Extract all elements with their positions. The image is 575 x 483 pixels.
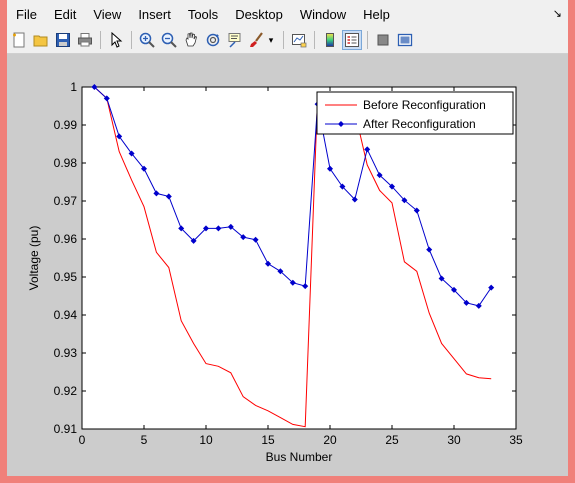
data-point	[289, 279, 296, 286]
data-point	[388, 183, 396, 190]
colorbar-icon[interactable]	[320, 30, 340, 50]
zoom-out-icon[interactable]	[159, 30, 179, 50]
brush-dropdown-icon[interactable]: ▾	[268, 34, 274, 45]
pan-icon[interactable]	[181, 30, 201, 50]
x-axis-label: Bus Number	[266, 450, 333, 464]
x-tick-label: 20	[323, 433, 337, 447]
menu-view[interactable]: View	[93, 6, 122, 22]
data-point	[128, 150, 135, 157]
x-tick-label: 25	[385, 433, 399, 447]
dock-figure-icon[interactable]: ↘	[552, 8, 562, 20]
figure-window: File Edit View Insert Tools Desktop Wind…	[7, 0, 568, 476]
figure-canvas: 0 5 10 15 20 25 30 35 0.91 0.92 0.93 0.94 0.95 0.96 0.…	[7, 54, 568, 476]
data-point	[413, 207, 420, 214]
data-point	[364, 146, 371, 153]
legend-marker-2	[337, 120, 345, 128]
y-tick-label: 0.94	[54, 308, 78, 322]
data-point	[450, 286, 458, 293]
data-point	[302, 283, 309, 290]
hide-plot-tools-icon[interactable]	[373, 30, 393, 50]
data-point	[227, 223, 234, 230]
y-tick-label: 0.92	[54, 384, 78, 398]
menu-file[interactable]: File	[16, 6, 37, 22]
x-tick-label: 15	[261, 433, 275, 447]
pointer-icon[interactable]	[106, 30, 126, 50]
y-tick-label: 0.96	[54, 232, 78, 246]
figure-toolbar: ▾	[7, 28, 568, 54]
x-tick-label: 30	[447, 433, 461, 447]
data-point	[277, 268, 284, 275]
menu-tools[interactable]: Tools	[187, 6, 219, 22]
data-point	[326, 165, 334, 172]
data-point	[165, 193, 172, 200]
line-chart: 0 5 10 15 20 25 30 35 0.91 0.92 0.93 0.94 0.95 0.96 0.…	[27, 80, 523, 464]
zoom-in-icon[interactable]	[137, 30, 157, 50]
data-point	[376, 172, 383, 179]
show-plot-tools-icon[interactable]	[395, 30, 415, 50]
series-line-1	[94, 86, 492, 428]
y-tick-label: 0.95	[54, 270, 78, 284]
data-point	[190, 237, 197, 244]
data-point	[240, 234, 247, 241]
y-tick-label: 0.91	[54, 422, 78, 436]
data-point	[475, 302, 482, 309]
save-icon[interactable]	[53, 30, 73, 50]
data-point	[401, 197, 408, 204]
print-icon[interactable]	[75, 30, 95, 50]
plot-area	[81, 86, 517, 430]
y-axis-label: Voltage (pu)	[27, 226, 41, 291]
legend-entry-1: Before Reconfiguration	[363, 98, 486, 112]
data-point	[488, 284, 495, 291]
data-point	[339, 183, 346, 190]
menu-help[interactable]: Help	[363, 6, 390, 22]
y-tick-label: 0.99	[54, 118, 78, 132]
data-point	[426, 246, 433, 253]
x-tick-label: 0	[79, 433, 86, 447]
brush-icon[interactable]	[247, 30, 267, 50]
x-tick-label: 35	[509, 433, 523, 447]
new-file-icon[interactable]	[9, 30, 29, 50]
menu-bar: File Edit View Insert Tools Desktop Wind…	[7, 0, 568, 28]
legend-box	[316, 91, 514, 135]
menu-desktop[interactable]: Desktop	[235, 6, 283, 22]
y-tick-label: 0.98	[54, 156, 78, 170]
data-point	[116, 133, 123, 140]
data-point	[103, 95, 110, 102]
y-tick-label: 1	[70, 80, 77, 94]
data-point	[351, 196, 358, 203]
data-point	[463, 299, 470, 306]
legend-icon[interactable]	[342, 30, 362, 50]
data-cursor-icon[interactable]	[225, 30, 245, 50]
data-point	[202, 225, 210, 232]
data-point	[252, 236, 259, 243]
rotate-3d-icon[interactable]	[203, 30, 223, 50]
data-point	[153, 190, 160, 197]
open-folder-icon[interactable]	[31, 30, 51, 50]
menu-window[interactable]: Window	[299, 6, 347, 22]
data-point	[264, 260, 272, 267]
y-tick-label: 0.97	[54, 194, 78, 208]
legend-entry-2: After Reconfiguration	[363, 117, 476, 131]
y-tick-label: 0.93	[54, 346, 78, 360]
data-point	[140, 165, 148, 172]
data-point	[215, 225, 222, 232]
x-tick-label: 10	[199, 433, 213, 447]
data-point	[178, 225, 185, 232]
link-plot-icon[interactable]	[289, 30, 309, 50]
data-point	[91, 83, 98, 91]
data-point	[438, 275, 445, 282]
x-tick-label: 5	[141, 433, 148, 447]
menu-edit[interactable]: Edit	[53, 6, 77, 22]
menu-insert[interactable]: Insert	[138, 6, 171, 22]
